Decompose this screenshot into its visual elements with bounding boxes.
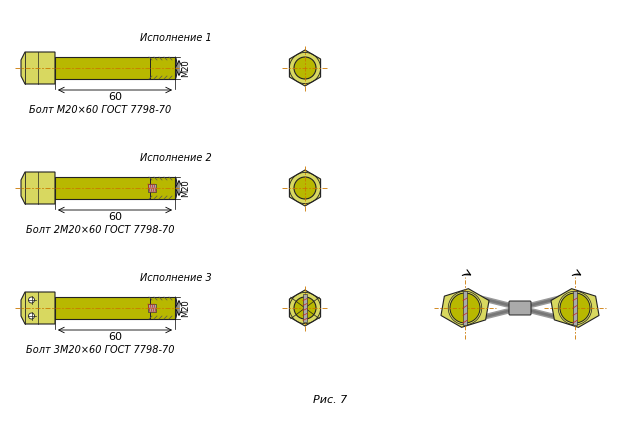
Text: 60: 60 bbox=[108, 92, 122, 102]
Circle shape bbox=[294, 297, 316, 319]
Circle shape bbox=[294, 57, 316, 79]
Bar bbox=[55, 177, 175, 199]
Bar bbox=[55, 297, 175, 319]
Text: Исполнение 1: Исполнение 1 bbox=[140, 33, 212, 43]
Text: Болт 3М20×60 ГОСТ 7798-70: Болт 3М20×60 ГОСТ 7798-70 bbox=[26, 345, 174, 355]
Text: Болт 2М20×60 ГОСТ 7798-70: Болт 2М20×60 ГОСТ 7798-70 bbox=[26, 225, 174, 235]
Polygon shape bbox=[290, 170, 320, 206]
FancyBboxPatch shape bbox=[509, 301, 531, 315]
Text: Рис. 7: Рис. 7 bbox=[313, 395, 347, 405]
Polygon shape bbox=[551, 288, 599, 327]
Polygon shape bbox=[21, 52, 55, 84]
Circle shape bbox=[450, 293, 480, 323]
Bar bbox=[303, 294, 307, 322]
Text: Исполнение 3: Исполнение 3 bbox=[140, 273, 212, 283]
Text: 60: 60 bbox=[108, 332, 122, 342]
Circle shape bbox=[294, 177, 316, 199]
Text: М20: М20 bbox=[181, 299, 190, 317]
Polygon shape bbox=[21, 292, 55, 324]
Polygon shape bbox=[441, 288, 489, 327]
Bar bbox=[148, 184, 156, 192]
Polygon shape bbox=[290, 50, 320, 86]
Bar bbox=[573, 291, 577, 325]
Text: М20: М20 bbox=[181, 179, 190, 197]
Circle shape bbox=[560, 293, 590, 323]
Polygon shape bbox=[21, 172, 55, 204]
Polygon shape bbox=[290, 290, 320, 326]
Bar bbox=[55, 57, 175, 79]
Text: 60: 60 bbox=[108, 212, 122, 222]
Circle shape bbox=[29, 313, 34, 319]
Bar bbox=[463, 291, 467, 325]
Circle shape bbox=[29, 297, 34, 303]
Text: Исполнение 2: Исполнение 2 bbox=[140, 153, 212, 163]
Bar bbox=[148, 304, 156, 312]
Text: Болт М20×60 ГОСТ 7798-70: Болт М20×60 ГОСТ 7798-70 bbox=[29, 105, 171, 115]
Text: М20: М20 bbox=[181, 59, 190, 77]
